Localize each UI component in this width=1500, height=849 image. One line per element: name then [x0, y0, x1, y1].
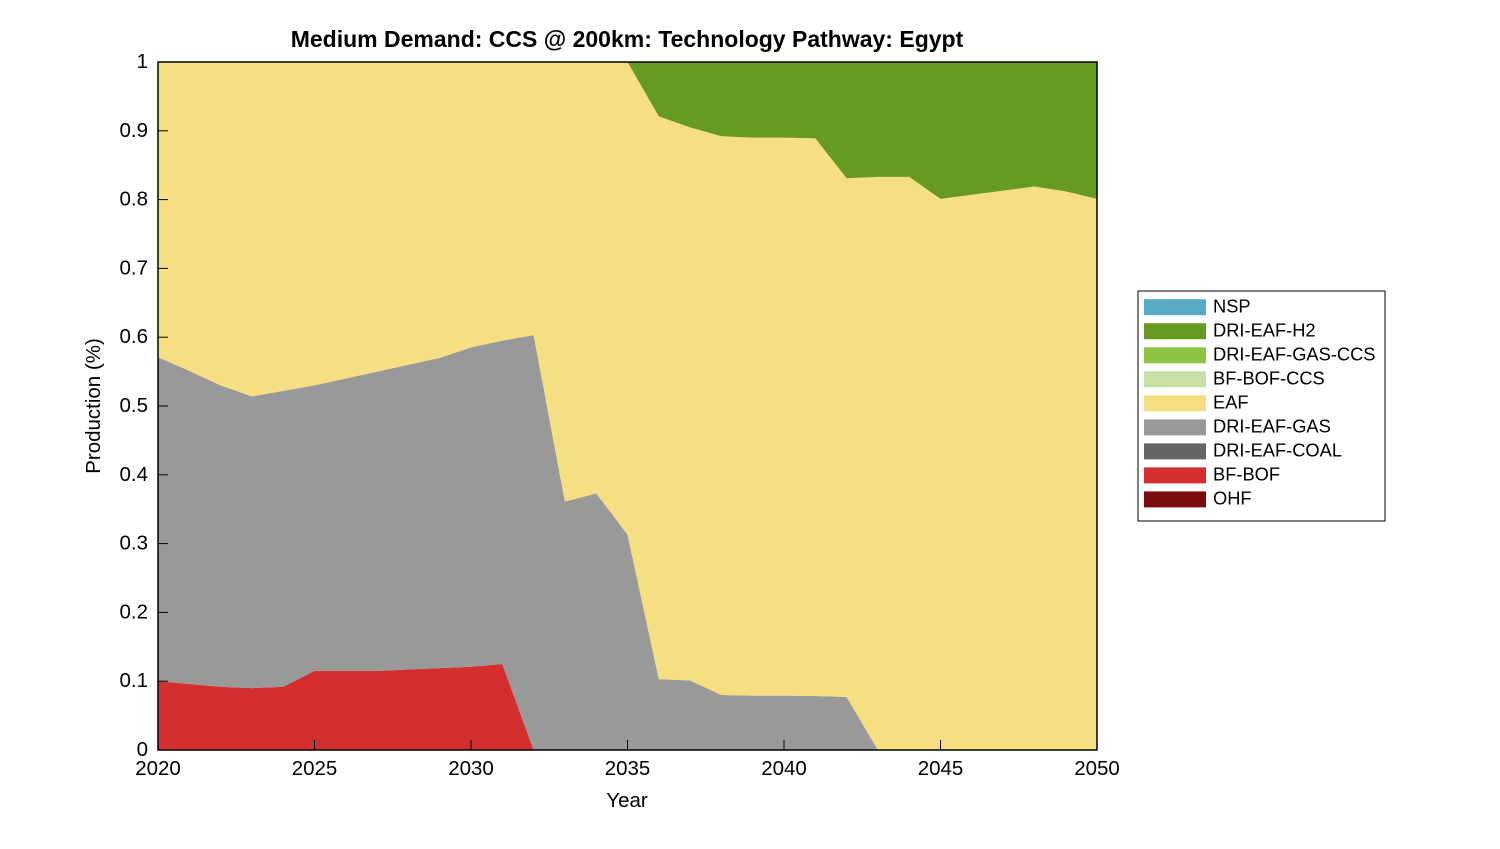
- svg-text:DRI-EAF-COAL: DRI-EAF-COAL: [1213, 440, 1342, 461]
- svg-text:0.3: 0.3: [120, 532, 149, 555]
- svg-text:DRI-EAF-H2: DRI-EAF-H2: [1213, 320, 1316, 341]
- svg-text:BF-BOF-CCS: BF-BOF-CCS: [1213, 368, 1325, 389]
- svg-text:EAF: EAF: [1213, 392, 1249, 413]
- svg-text:0.1: 0.1: [120, 669, 149, 692]
- svg-text:2035: 2035: [605, 757, 651, 780]
- svg-text:Year: Year: [606, 789, 648, 812]
- svg-text:0.9: 0.9: [120, 119, 149, 142]
- svg-text:2050: 2050: [1074, 757, 1120, 780]
- svg-text:0.6: 0.6: [120, 325, 149, 348]
- svg-text:0.7: 0.7: [120, 256, 149, 279]
- svg-text:2025: 2025: [292, 757, 338, 780]
- svg-text:2045: 2045: [918, 757, 964, 780]
- svg-text:OHF: OHF: [1213, 488, 1252, 509]
- svg-text:1: 1: [137, 50, 148, 73]
- svg-text:Medium Demand: CCS @ 200km: Te: Medium Demand: CCS @ 200km: Technology P…: [291, 26, 964, 52]
- svg-text:DRI-EAF-GAS: DRI-EAF-GAS: [1213, 416, 1331, 437]
- svg-text:BF-BOF: BF-BOF: [1213, 464, 1280, 485]
- svg-text:0.4: 0.4: [120, 463, 149, 486]
- svg-text:DRI-EAF-GAS-CCS: DRI-EAF-GAS-CCS: [1213, 344, 1376, 365]
- svg-text:2030: 2030: [448, 757, 494, 780]
- svg-text:0.5: 0.5: [120, 394, 149, 417]
- svg-text:0.2: 0.2: [120, 600, 149, 623]
- svg-text:NSP: NSP: [1213, 296, 1251, 317]
- svg-text:Production (%): Production (%): [82, 338, 105, 474]
- svg-text:0.8: 0.8: [120, 188, 149, 211]
- svg-text:2040: 2040: [761, 757, 807, 780]
- svg-text:2020: 2020: [135, 757, 181, 780]
